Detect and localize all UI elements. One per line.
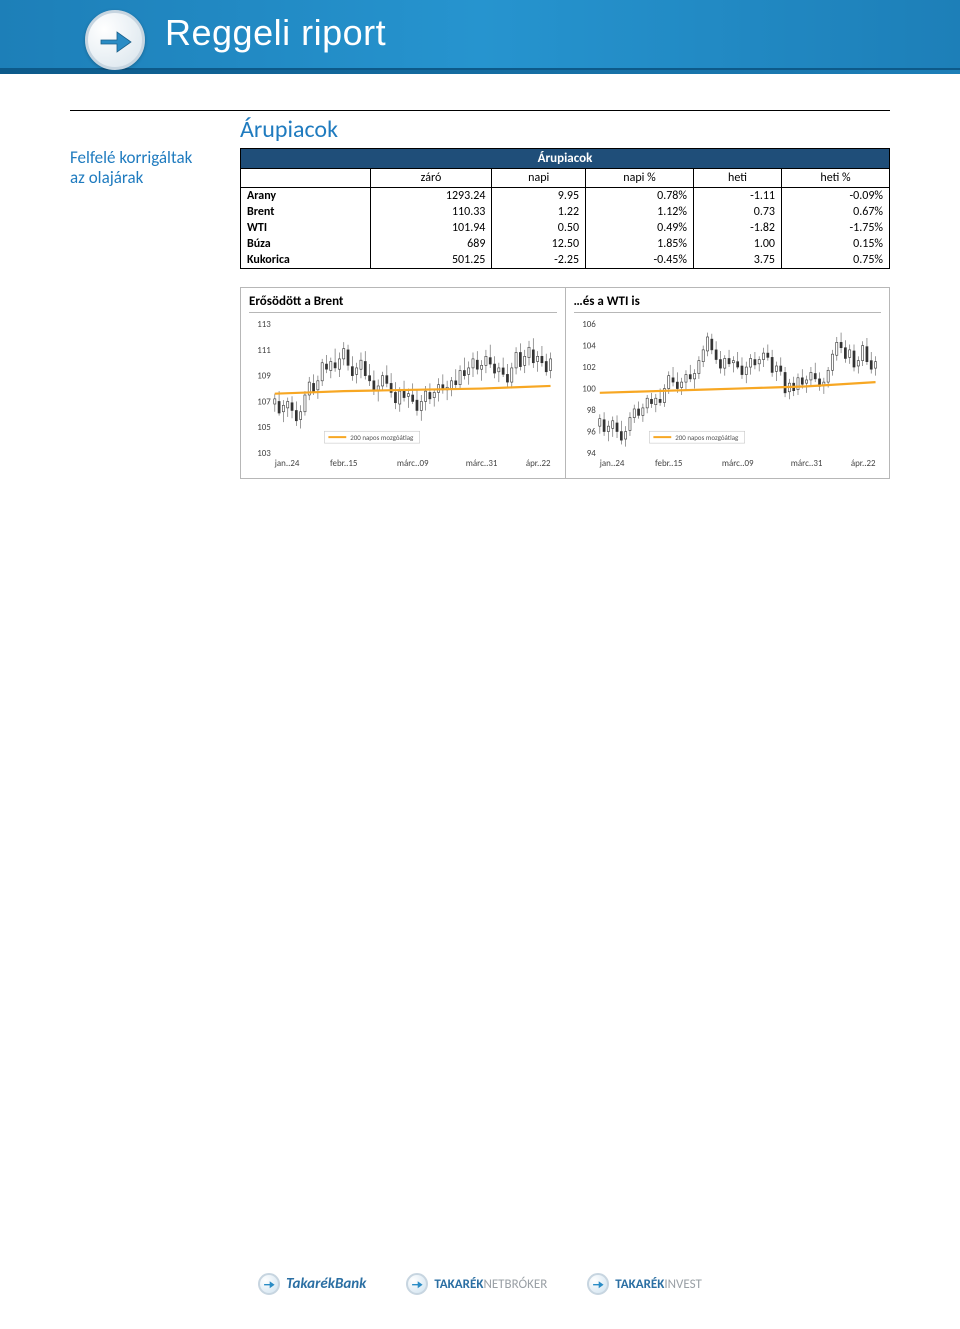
row-header: Arany <box>241 188 371 205</box>
brand-label: TAKARÉKINVEST <box>615 1277 702 1292</box>
svg-text:113: 113 <box>257 320 271 330</box>
cell: 689 <box>370 236 492 252</box>
cell: -0.45% <box>586 252 694 269</box>
col-heti: heti <box>693 169 781 188</box>
brand-label: TAKARÉKNETBRÓKER <box>434 1277 547 1292</box>
side-note-line1: Felfelé korrigáltak <box>70 147 192 168</box>
svg-text:111: 111 <box>257 346 271 356</box>
svg-text:márc..09: márc..09 <box>397 459 429 469</box>
cell: 0.73 <box>693 204 781 220</box>
cell: 0.67% <box>782 204 890 220</box>
cell: -1.11 <box>693 188 781 205</box>
footer: TakarékBank TAKARÉKNETBRÓKER TAKARÉKINVE… <box>0 1259 960 1309</box>
section-title: Árupiacok <box>240 115 890 144</box>
commodity-table: Árupiacok záró napi napi % heti heti % A… <box>240 148 890 269</box>
col-heti-pct: heti % <box>782 169 890 188</box>
svg-text:94: 94 <box>586 449 596 459</box>
svg-text:jan..24: jan..24 <box>274 459 300 469</box>
chart-wti: …és a WTI is 94 96 98 100 102 104 106 jan..24 fe… <box>566 288 890 478</box>
charts-row: Erősödött a Brent 103 105 107 109 111 113 jan.… <box>240 287 890 479</box>
cell: 1.00 <box>693 236 781 252</box>
svg-text:103: 103 <box>257 449 271 459</box>
svg-text:100: 100 <box>582 385 596 395</box>
svg-text:márc..31: márc..31 <box>790 459 822 469</box>
content-area: Árupiacok Felfelé korrigáltak az olajára… <box>70 110 890 479</box>
svg-text:ápr..22: ápr..22 <box>850 459 875 469</box>
cell: 3.75 <box>693 252 781 269</box>
col-zaro: záró <box>370 169 492 188</box>
table-title: Árupiacok <box>241 149 890 169</box>
col-blank <box>241 169 371 188</box>
cell: 110.33 <box>370 204 492 220</box>
arrow-icon <box>587 1273 609 1295</box>
svg-text:ápr..22: ápr..22 <box>526 459 551 469</box>
brand-takarekbank: TakarékBank <box>258 1273 366 1295</box>
cell: 501.25 <box>370 252 492 269</box>
svg-text:márc..09: márc..09 <box>721 459 753 469</box>
cell: -2.25 <box>492 252 586 269</box>
svg-text:200 napos mozgóátlag: 200 napos mozgóátlag <box>350 433 414 442</box>
svg-text:febr..15: febr..15 <box>655 459 682 469</box>
svg-text:jan..24: jan..24 <box>598 459 624 469</box>
cell: 0.50 <box>492 220 586 236</box>
cell: 12.50 <box>492 236 586 252</box>
cell: 1.22 <box>492 204 586 220</box>
chart-brent-title: Erősödött a Brent <box>249 294 557 313</box>
cell: 1.12% <box>586 204 694 220</box>
cell: 1293.24 <box>370 188 492 205</box>
col-napi-pct: napi % <box>586 169 694 188</box>
svg-text:107: 107 <box>257 397 271 407</box>
chart-wti-title: …és a WTI is <box>574 294 882 313</box>
table-row: Kukorica501.25-2.25-0.45%3.750.75% <box>241 252 890 269</box>
cell: 9.95 <box>492 188 586 205</box>
row-header: WTI <box>241 220 371 236</box>
side-note: Felfelé korrigáltak az olajárak <box>70 148 225 187</box>
side-note-line2: az olajárak <box>70 167 143 188</box>
cell: 0.49% <box>586 220 694 236</box>
row-header: Kukorica <box>241 252 371 269</box>
cell: -1.75% <box>782 220 890 236</box>
arrow-icon <box>258 1273 280 1295</box>
svg-text:200 napos mozgóátlag: 200 napos mozgóátlag <box>675 433 739 442</box>
svg-text:febr..15: febr..15 <box>330 459 357 469</box>
logo-icon <box>85 10 145 70</box>
svg-text:96: 96 <box>586 428 596 438</box>
cell: 0.15% <box>782 236 890 252</box>
arrow-icon <box>406 1273 428 1295</box>
brand-netbroker: TAKARÉKNETBRÓKER <box>406 1273 547 1295</box>
svg-text:98: 98 <box>586 406 596 416</box>
svg-text:márc..31: márc..31 <box>466 459 498 469</box>
cell: -0.09% <box>782 188 890 205</box>
col-napi: napi <box>492 169 586 188</box>
cell: 0.75% <box>782 252 890 269</box>
table-row: Arany1293.249.950.78%-1.11-0.09% <box>241 188 890 205</box>
cell: 0.78% <box>586 188 694 205</box>
row-header: Brent <box>241 204 371 220</box>
cell: 1.85% <box>586 236 694 252</box>
table-row: Brent110.331.221.12%0.730.67% <box>241 204 890 220</box>
table-row: WTI101.940.500.49%-1.82-1.75% <box>241 220 890 236</box>
row-header: Búza <box>241 236 371 252</box>
svg-text:109: 109 <box>257 372 271 382</box>
svg-text:104: 104 <box>582 342 596 352</box>
chart-brent: Erősödött a Brent 103 105 107 109 111 113 jan.… <box>241 288 566 478</box>
brand-label: TakarékBank <box>286 1275 366 1293</box>
divider <box>70 110 890 111</box>
brand-invest: TAKARÉKINVEST <box>587 1273 702 1295</box>
cell: 101.94 <box>370 220 492 236</box>
page-title: Reggeli riport <box>165 12 386 54</box>
cell: -1.82 <box>693 220 781 236</box>
table-wrap: Felfelé korrigáltak az olajárak Árupiaco… <box>70 148 890 269</box>
svg-text:106: 106 <box>582 320 596 330</box>
table-header-row: záró napi napi % heti heti % <box>241 169 890 188</box>
chart-svg: 94 96 98 100 102 104 106 jan..24 febr..15 márc..0… <box>574 317 882 472</box>
svg-text:105: 105 <box>257 423 271 433</box>
chart-svg: 103 105 107 109 111 113 jan..24 febr..15 márc..0… <box>249 317 557 472</box>
header-band: Reggeli riport <box>0 0 960 70</box>
table-row: Búza68912.501.85%1.000.15% <box>241 236 890 252</box>
svg-text:102: 102 <box>582 363 596 373</box>
